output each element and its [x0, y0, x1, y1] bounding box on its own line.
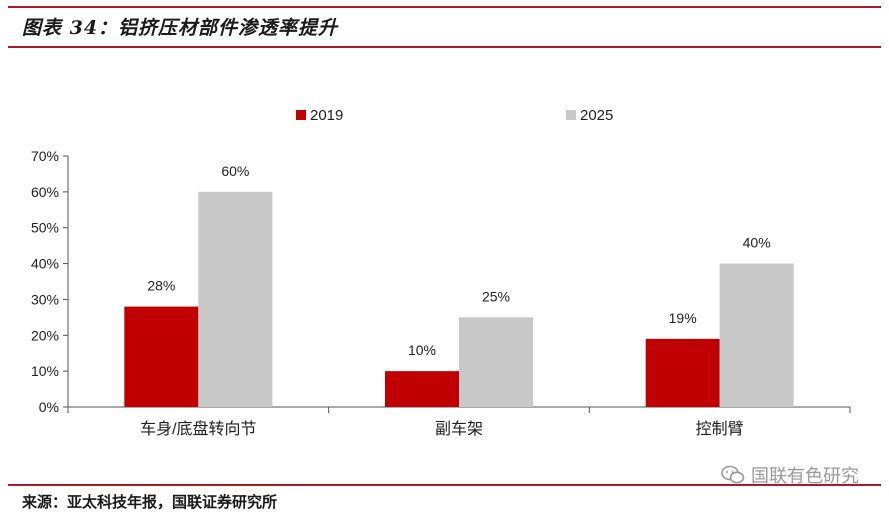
data-label: 10%: [408, 342, 436, 358]
page-title: 图表 34：铝挤压材部件渗透率提升: [22, 17, 339, 39]
bar-2019: [124, 306, 199, 407]
y-tick-label: 10%: [31, 363, 59, 379]
x-tick-label: 车身/底盘转向节: [140, 419, 256, 438]
bar-2025: [719, 263, 794, 407]
title-rule-top: [8, 6, 881, 8]
bar-2025: [459, 317, 533, 407]
x-tick-label: 副车架: [435, 420, 483, 438]
legend-swatch-2019: [296, 110, 306, 120]
data-label: 60%: [221, 163, 249, 179]
x-tick-label: 控制臂: [696, 420, 744, 438]
y-tick-label: 20%: [31, 327, 59, 343]
watermark-text: 国联有色研究: [751, 466, 859, 487]
data-label: 28%: [147, 278, 175, 294]
data-label: 19%: [669, 310, 697, 326]
legend-label: 2025: [580, 107, 613, 124]
chart-area: 0% 10% 20% 30% 40% 50% 60% 70% 28% 60% 车身/底盘转向节 10%…: [0, 50, 889, 480]
footer-rule: [8, 484, 881, 486]
legend-label: 2019: [310, 107, 343, 124]
bar-2025: [198, 191, 273, 407]
y-tick-label: 0%: [39, 399, 59, 415]
bar-chart: 0% 10% 20% 30% 40% 50% 60% 70% 28% 60% 车身/底盘转向节 10%…: [31, 107, 851, 438]
legend-swatch-2025: [566, 110, 576, 120]
bar-2019: [385, 371, 459, 407]
y-tick-label: 30%: [31, 291, 59, 307]
source-note: 来源：亚太科技年报，国联证券研究所: [22, 493, 278, 511]
y-tick-label: 70%: [31, 148, 59, 164]
data-label: 40%: [743, 235, 771, 251]
y-tick-label: 60%: [31, 184, 59, 200]
wechat-icon: [721, 465, 745, 484]
bar-2019: [645, 338, 720, 407]
title-bar: 图表 34：铝挤压材部件渗透率提升: [0, 0, 889, 48]
y-tick-label: 50%: [31, 220, 59, 236]
title-rule-bottom: [8, 46, 881, 48]
y-tick-label: 40%: [31, 256, 59, 272]
data-label: 25%: [482, 288, 510, 304]
watermark: 国联有色研究: [721, 462, 859, 488]
